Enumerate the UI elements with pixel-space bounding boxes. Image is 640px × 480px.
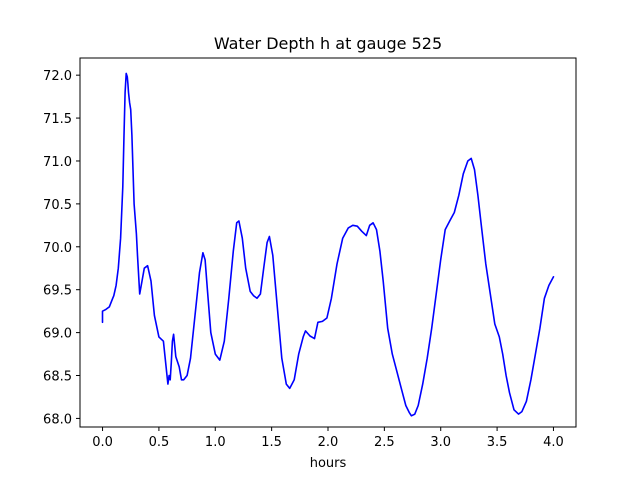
y-tick-label: 68.0	[43, 412, 72, 427]
x-tick-label: 0.5	[149, 435, 170, 450]
series-line	[101, 72, 555, 417]
x-tick-label: 4.0	[543, 435, 564, 450]
x-tick-label: 3.5	[487, 435, 508, 450]
x-tick-label: 1.0	[205, 435, 226, 450]
x-axis-label: hours	[310, 456, 347, 471]
x-tick-label: 2.0	[318, 435, 339, 450]
x-tick-label: 1.5	[261, 435, 282, 450]
y-tick-label: 69.0	[43, 327, 72, 342]
x-axis: 0.0 0.5 1.0 1.5 2.0 2.5 3.0 3.5 4.0	[92, 427, 564, 450]
y-axis: 68.0 68.5 69.0 69.5 70.0 70.5 71.0 71.5 72.0	[43, 69, 80, 427]
y-tick-label: 70.5	[43, 198, 72, 213]
x-tick-label: 3.0	[430, 435, 451, 450]
x-tick-label: 2.5	[374, 435, 395, 450]
y-tick-label: 71.0	[43, 155, 72, 170]
y-tick-label: 72.0	[43, 69, 72, 84]
plot-area	[101, 72, 555, 417]
x-tick-label: 0.0	[92, 435, 113, 450]
y-tick-label: 68.5	[43, 370, 72, 385]
y-tick-label: 69.5	[43, 284, 72, 299]
y-tick-label: 71.5	[43, 112, 72, 127]
y-tick-label: 70.0	[43, 241, 72, 256]
chart-title: Water Depth h at gauge 525	[214, 34, 442, 53]
